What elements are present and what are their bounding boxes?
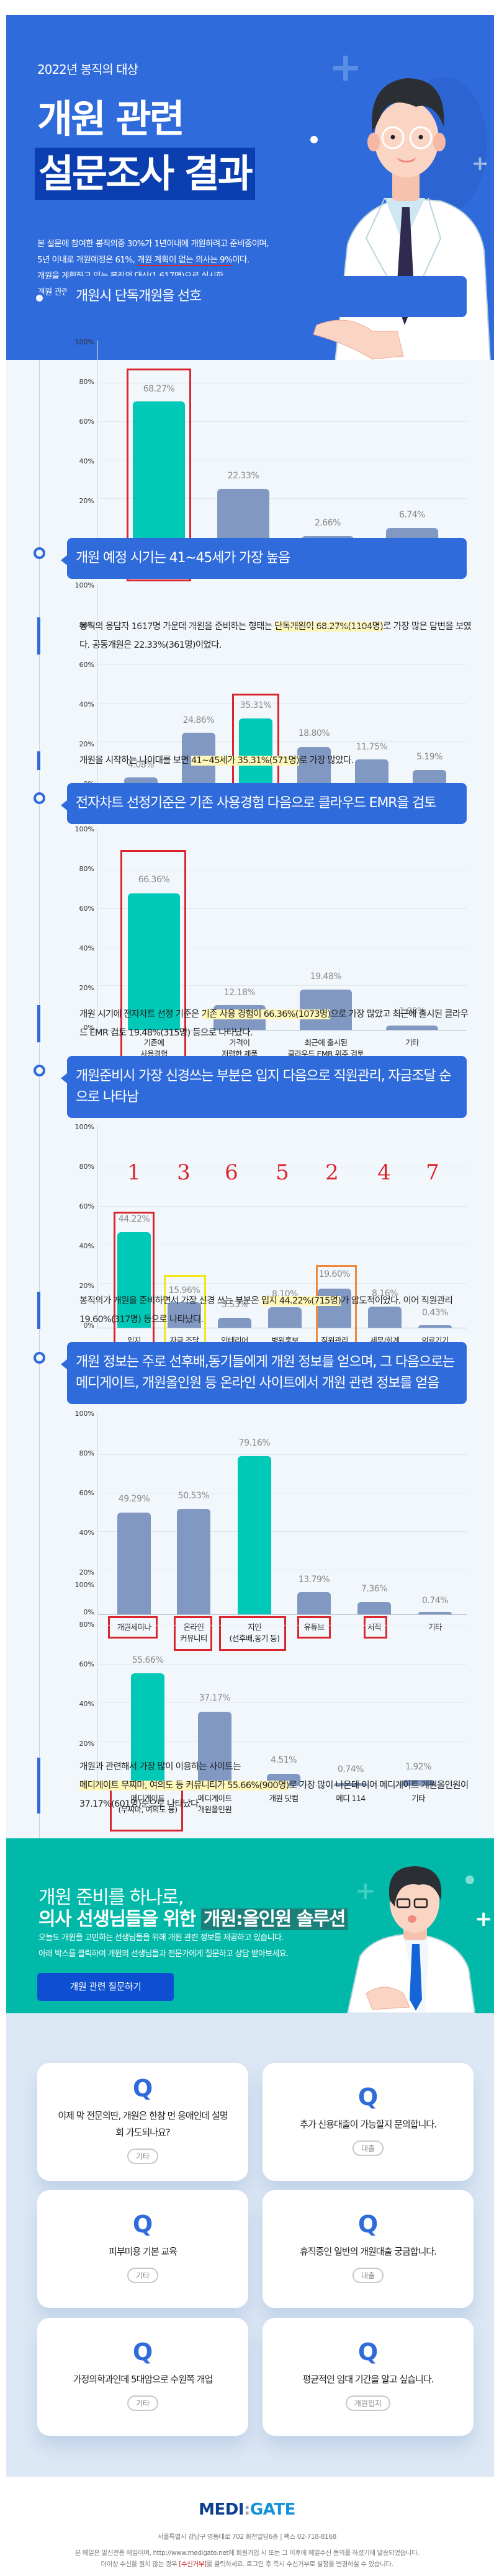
section-summary: 개원 시기에 전자차트 선정 기준은 기존 사용 경험이 66.36%(1073… bbox=[37, 1005, 472, 1042]
hero-title-line1: 개원 관련 bbox=[37, 96, 185, 141]
bar-chart-emr-criteria: 100% 80% 60% 40% 20% 0% 66.36% 12.18% 19… bbox=[67, 825, 467, 1067]
plus-icon: + bbox=[475, 1907, 493, 1931]
category-tag: 기타 bbox=[127, 2395, 159, 2411]
bar-chart-open-type: 100% 80% 60% 40% 20% 0% 68.27% 22.33% 2.… bbox=[67, 338, 467, 581]
highlight-box bbox=[232, 694, 279, 789]
section-summary: 개원과 관련해서 가장 많이 이용하는 사이트는 메디게이트 무찌마, 여의도 … bbox=[37, 1758, 472, 1813]
section-summary: 개원을 시작하는 나이대를 보면 41~45세가 35.31%(571명)로 가… bbox=[37, 751, 472, 770]
timeline-dot-icon bbox=[34, 292, 45, 304]
timeline-dot-icon bbox=[34, 1352, 45, 1364]
hero-subtitle: 2022년 봉직의 대상 bbox=[37, 62, 138, 77]
highlight-box bbox=[297, 1616, 331, 1639]
q-icon: Q bbox=[357, 2083, 379, 2111]
question-card[interactable]: Q 평균적인 임대 기간을 알고 싶습니다. 개원입지 bbox=[263, 2318, 474, 2436]
q-icon: Q bbox=[357, 2338, 379, 2366]
dot-icon bbox=[465, 1876, 474, 1884]
category-tag: 기타 bbox=[127, 2149, 159, 2164]
category-tag: 개원입지 bbox=[345, 2395, 391, 2411]
hero-title-line2: 설문조사 결과 bbox=[35, 148, 255, 200]
dot-icon bbox=[310, 136, 318, 143]
question-text: 평균적인 임대 기간을 알고 싶습니다. bbox=[302, 2374, 434, 2385]
category-tag: 대출 bbox=[352, 2268, 384, 2283]
promo-line1: 개원 준비를 하나로, bbox=[38, 1887, 184, 1908]
highlight-box bbox=[108, 1616, 158, 1639]
rank-number: 6 bbox=[225, 1160, 238, 1185]
highlight-box bbox=[174, 1616, 212, 1651]
timeline-dot-icon bbox=[34, 792, 45, 804]
plus-icon: + bbox=[355, 1877, 376, 1905]
question-text: 피부미용 기본 교육 bbox=[109, 2246, 177, 2257]
rank-number: 7 bbox=[426, 1160, 439, 1185]
rank-number: 3 bbox=[177, 1160, 191, 1185]
category-tag: 기타 bbox=[127, 2268, 159, 2283]
footer-address: 서울특별시 강남구 영동대로 702 화천빌딩6층 | 팩스 02-718-81… bbox=[157, 2533, 337, 2541]
question-card[interactable]: Q 휴직중인 일반의 개원대출 궁금합니다. 대출 bbox=[263, 2190, 474, 2308]
question-text: 휴직중인 일반의 개원대출 궁금합니다. bbox=[300, 2246, 437, 2257]
q-icon: Q bbox=[357, 2211, 379, 2238]
bar-chart-open-age: 100% 80% 60% 40% 20% 0% 4.08% 24.86% 35.… bbox=[67, 581, 467, 803]
rank-number: 4 bbox=[377, 1160, 391, 1185]
plus-icon: + bbox=[472, 151, 488, 175]
section-title: 개원준비시 가장 신경쓰는 부분은 입지 다음으로 직원관리, 자금조달 순으로… bbox=[61, 1056, 467, 1118]
bar-chart-info-source: 100% 80% 60% 40% 20% 0% 49.29% 50.53% 79… bbox=[67, 1410, 467, 1651]
q-icon: Q bbox=[132, 2338, 153, 2366]
footer-unsubscribe-notice: 더이상 수신을 원치 않는 경우 [수신거부]를 클릭하세요. 로그인 후 즉시… bbox=[101, 2560, 393, 2568]
highlight-box bbox=[127, 369, 191, 581]
bar bbox=[133, 401, 185, 543]
promo-banner: 개원 준비를 하나로, 의사 선생님들을 위한 개원:올인원 솔루션 오늘도 개… bbox=[6, 1838, 494, 2013]
question-card[interactable]: Q 이제 막 전문의딴, 개원은 한참 먼 응애인데 설명회 가도되나요? 기타 bbox=[37, 2063, 248, 2181]
bar bbox=[217, 489, 269, 543]
q-icon: Q bbox=[132, 2075, 153, 2102]
bar-chart-info-site: 100% 80% 60% 40% 20% 0% 55.66% 37.17% 4.… bbox=[67, 1581, 467, 1831]
highlight-box bbox=[364, 1616, 387, 1639]
q-icon: Q bbox=[132, 2211, 153, 2238]
rank-number: 1 bbox=[127, 1160, 141, 1185]
ask-question-button[interactable]: 개원 관련 질문하기 bbox=[37, 1973, 174, 2001]
unsubscribe-link[interactable]: [수신거부] bbox=[179, 2560, 207, 2568]
category-tag: 대출 bbox=[352, 2140, 384, 2156]
footer-notice: 본 메일은 발신전용 메일이며, http://www.medigate.net… bbox=[74, 2549, 420, 2557]
timeline-line bbox=[39, 360, 40, 1838]
promo-description: 오늘도 개원을 고민하는 선생님들을 위해 개원 관련 정보를 제공하고 있습니… bbox=[38, 1933, 289, 1959]
timeline-dot-icon bbox=[34, 1065, 45, 1076]
question-text: 가정의학과인데 5대암으로 수원쪽 개업 bbox=[73, 2374, 213, 2385]
promo-line2: 의사 선생님들을 위한 개원:올인원 솔루션 bbox=[38, 1908, 348, 1931]
medigate-logo: MEDI:GATE bbox=[199, 2500, 295, 2519]
section-summary: 봉직의가 개원을 준비하면서 가장 신경 쓰는 부분은 입지 44.22%(71… bbox=[37, 1292, 472, 1329]
section-title: 개원 예정 시기는 41~45세가 가장 높음 bbox=[61, 538, 467, 579]
question-card[interactable]: Q 피부미용 기본 교육 기타 bbox=[37, 2190, 248, 2308]
section-summary: 봉직의 응답자 1617명 가운데 개원을 준비하는 형태는 단독개원이 68.… bbox=[37, 617, 472, 655]
rank-number: 2 bbox=[325, 1160, 339, 1185]
question-text: 추가 신용대출이 가능할지 문의합니다. bbox=[300, 2119, 437, 2130]
highlight-box bbox=[114, 1212, 155, 1357]
footer: MEDI:GATE 서울특별시 강남구 영동대로 702 화천빌딩6층 | 팩스… bbox=[0, 2477, 494, 2576]
section-title: 전자차트 선정기준은 기존 사용경험 다음으로 클라우드 EMR을 검토 bbox=[61, 783, 467, 824]
doctor-illustration bbox=[346, 1866, 476, 2013]
rank-number: 5 bbox=[276, 1160, 289, 1185]
section-title: 개원시 단독개원을 선호 bbox=[61, 276, 467, 317]
timeline-dot-icon bbox=[34, 547, 45, 559]
question-card[interactable]: Q 추가 신용대출이 가능할지 문의합니다. 대출 bbox=[263, 2063, 474, 2181]
highlight-box bbox=[219, 1616, 286, 1651]
plus-icon: + bbox=[329, 45, 362, 91]
section-title: 개원 정보는 주로 선후배,동기들에게 개원 정보를 얻으며, 그 다음으로는 … bbox=[61, 1342, 467, 1404]
question-card[interactable]: Q 가정의학과인데 5대암으로 수원쪽 개업 기타 bbox=[37, 2318, 248, 2436]
question-text: 이제 막 전문의딴, 개원은 한참 먼 응애인데 설명회 가도되나요? bbox=[58, 2110, 228, 2138]
